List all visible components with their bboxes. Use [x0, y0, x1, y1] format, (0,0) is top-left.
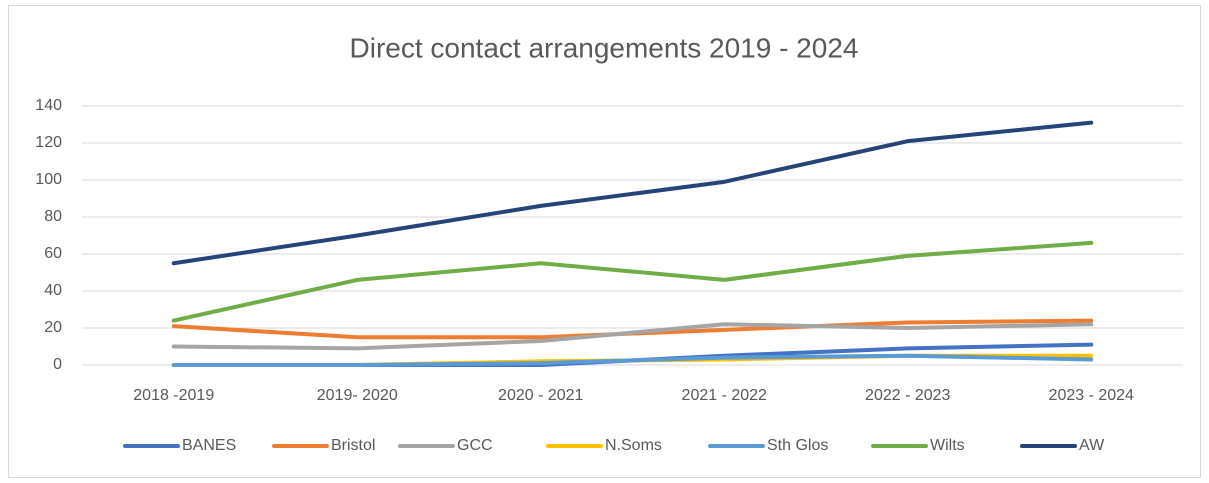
chart-title: Direct contact arrangements 2019 - 2024: [350, 32, 859, 63]
legend-label: BANES: [182, 437, 236, 454]
legend-label: N.Soms: [605, 437, 662, 454]
legend-label: GCC: [457, 437, 493, 454]
series-line: [171, 322, 1094, 351]
chart-border: [8, 5, 1201, 478]
x-tick-label: 2020 - 2021: [498, 387, 584, 404]
y-tick-label: 20: [44, 319, 62, 336]
y-tick-label: 60: [44, 245, 62, 262]
y-tick-label: 40: [44, 282, 62, 299]
x-tick-label: 2021 - 2022: [682, 387, 768, 404]
x-tick-label: 2022 - 2023: [865, 387, 951, 404]
y-tick-label: 120: [35, 134, 62, 151]
y-tick-label: 0: [53, 356, 62, 373]
y-tick-label: 80: [44, 208, 62, 225]
legend-label: Wilts: [930, 437, 965, 454]
legend-label: Sth Glos: [767, 437, 828, 454]
legend-label: AW: [1079, 437, 1105, 454]
series-line: [171, 120, 1094, 266]
legend-label: Bristol: [331, 437, 375, 454]
x-tick-label: 2019- 2020: [317, 387, 398, 404]
y-tick-label: 100: [35, 171, 62, 188]
x-tick-label: 2018 -2019: [133, 387, 214, 404]
x-tick-label: 2023 - 2024: [1049, 387, 1135, 404]
series-line: [171, 353, 1094, 367]
y-tick-label: 140: [35, 97, 62, 114]
series-line: [171, 240, 1094, 323]
